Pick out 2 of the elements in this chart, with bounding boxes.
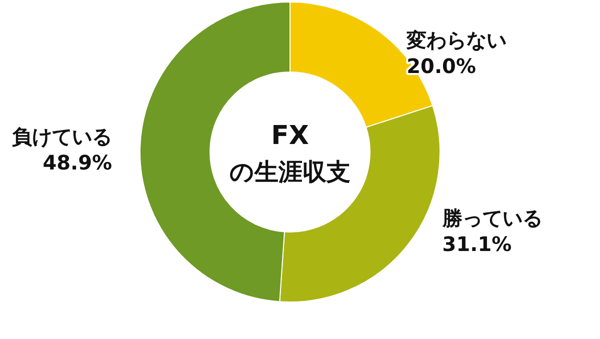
subtitle: の生涯収支 <box>230 158 350 186</box>
title: FX <box>271 121 309 151</box>
